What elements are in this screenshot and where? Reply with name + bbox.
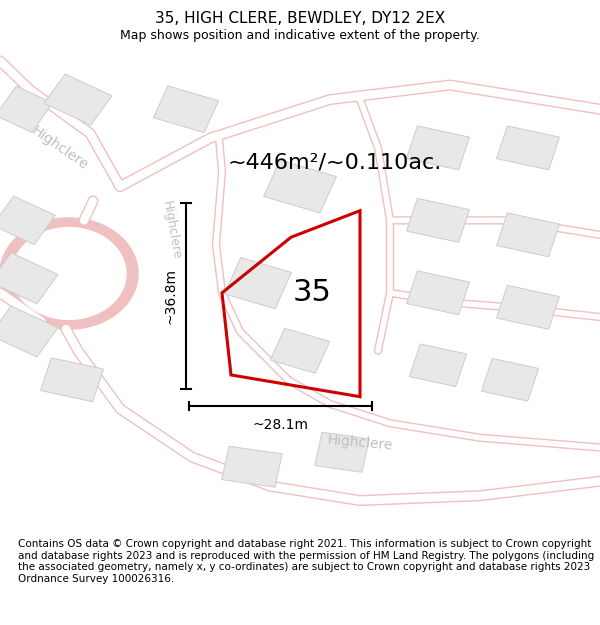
Polygon shape (496, 286, 560, 329)
Polygon shape (406, 271, 470, 315)
Polygon shape (270, 328, 330, 373)
Polygon shape (315, 432, 369, 472)
Polygon shape (0, 218, 138, 329)
Text: ~446m²/~0.110ac.: ~446m²/~0.110ac. (228, 152, 442, 173)
Text: Highclere: Highclere (29, 123, 91, 172)
Polygon shape (40, 358, 104, 402)
Polygon shape (44, 74, 112, 125)
Polygon shape (406, 126, 470, 170)
Polygon shape (496, 213, 560, 257)
Polygon shape (0, 306, 58, 357)
Text: ~36.8m: ~36.8m (163, 268, 177, 324)
Text: Highclere: Highclere (160, 199, 182, 261)
Polygon shape (224, 258, 292, 309)
Polygon shape (409, 344, 467, 387)
Polygon shape (481, 359, 539, 401)
Text: ~28.1m: ~28.1m (253, 418, 308, 432)
Polygon shape (12, 228, 126, 319)
Text: Contains OS data © Crown copyright and database right 2021. This information is : Contains OS data © Crown copyright and d… (18, 539, 594, 584)
Text: Highclere: Highclere (326, 432, 394, 452)
Polygon shape (0, 196, 55, 244)
Polygon shape (154, 86, 218, 132)
Text: 35, HIGH CLERE, BEWDLEY, DY12 2EX: 35, HIGH CLERE, BEWDLEY, DY12 2EX (155, 11, 445, 26)
Polygon shape (0, 253, 58, 304)
Polygon shape (406, 198, 470, 242)
Polygon shape (263, 160, 337, 213)
Polygon shape (496, 126, 560, 170)
Text: 35: 35 (293, 278, 331, 308)
Polygon shape (0, 86, 53, 132)
Polygon shape (222, 446, 282, 487)
Text: Map shows position and indicative extent of the property.: Map shows position and indicative extent… (120, 29, 480, 42)
